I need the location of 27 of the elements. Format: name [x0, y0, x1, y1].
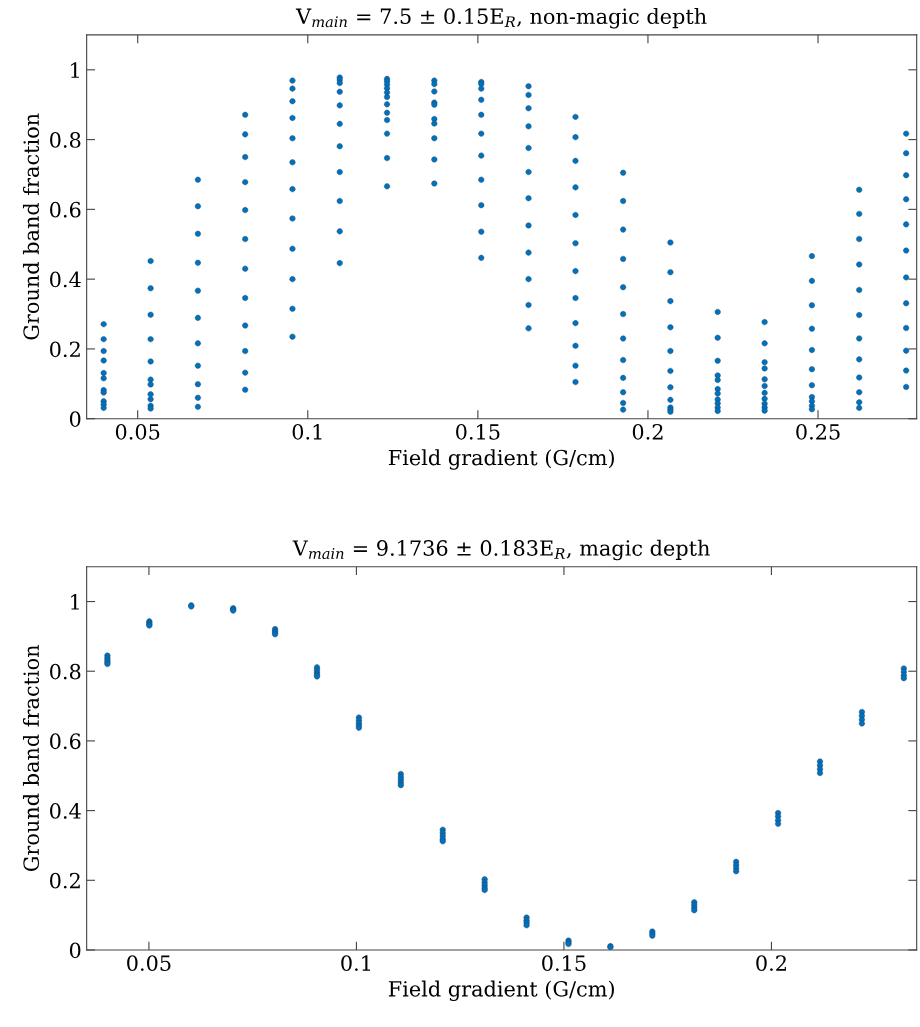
y-tick-label: 0.6: [50, 201, 81, 218]
y-tick-label: 0: [69, 411, 81, 427]
x-tick-label: 0.15: [456, 423, 500, 440]
y-tick-label: 0.8: [50, 132, 81, 148]
x-axis-title: Field gradient (G/cm): [388, 980, 614, 1002]
x-tick-label: 0.2: [756, 955, 786, 971]
chart-title: V$_{main}$ = 9.1736 ± 0.183E$_{R}$, magic depth: [292, 539, 710, 561]
y-tick-label: 0.8: [50, 663, 81, 680]
y-axis-title: Ground band fraction: [22, 645, 40, 872]
x-tick-label: 0.05: [115, 423, 160, 440]
x-tick-label: 0.2: [632, 423, 663, 440]
x-tick-label: 0.05: [127, 955, 171, 971]
x-tick-label: 0.1: [292, 423, 322, 440]
y-tick-label: 0.4: [50, 271, 81, 288]
y-tick-label: 1: [71, 593, 79, 610]
x-axis-title: Field gradient (G/cm): [388, 449, 614, 470]
y-tick-label: 0.4: [50, 803, 81, 819]
x-tick-label: 0.1: [341, 955, 371, 971]
y-tick-label: 0: [69, 942, 81, 959]
y-axis-title: Ground band fraction: [22, 113, 40, 340]
y-tick-label: 0.6: [50, 733, 81, 750]
chart-title: V$_{main}$ = 7.5 ± 0.15E$_{R}$, non-magic depth: [295, 7, 707, 29]
y-tick-label: 1: [71, 62, 79, 78]
x-tick-label: 0.25: [796, 423, 840, 440]
x-tick-label: 0.15: [542, 955, 586, 971]
y-tick-label: 0.2: [50, 341, 80, 358]
y-tick-label: 0.2: [50, 872, 80, 889]
